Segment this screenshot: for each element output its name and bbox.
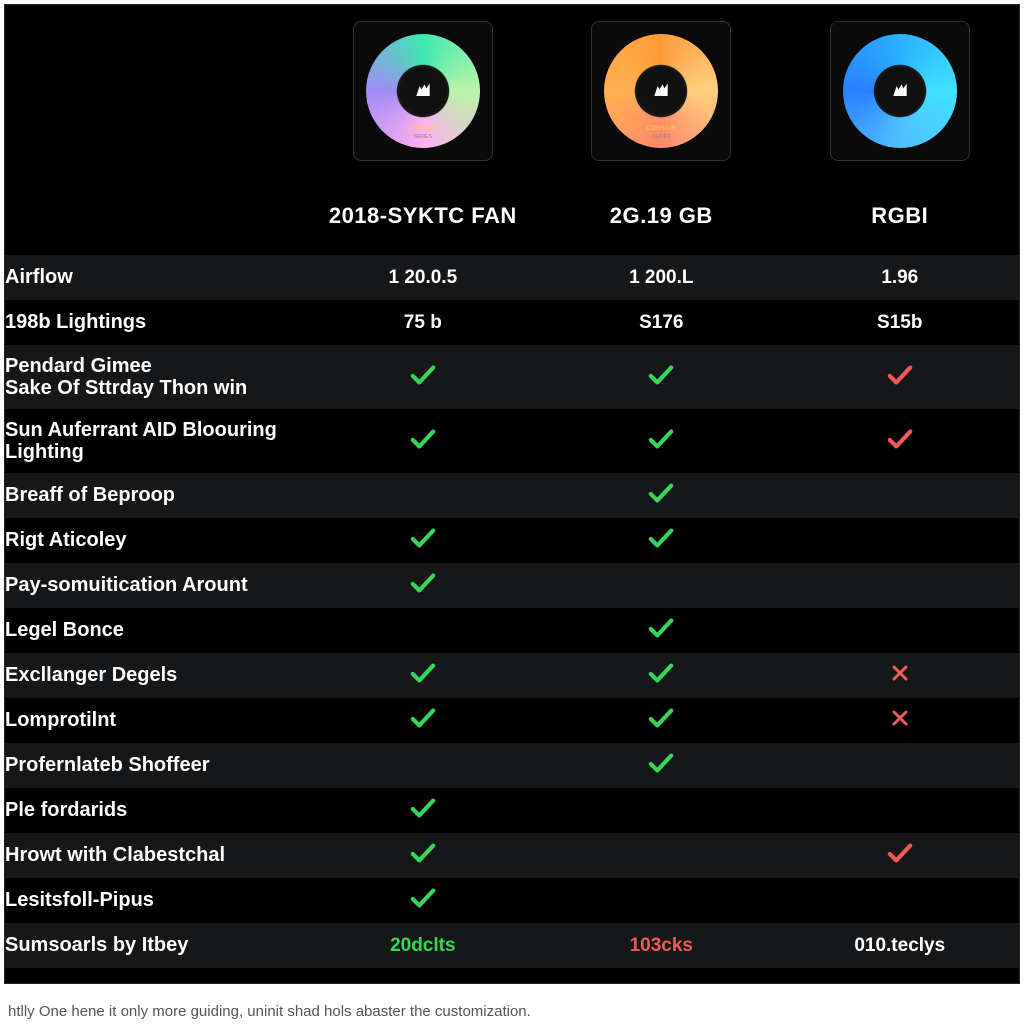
cell: [781, 788, 1019, 833]
row-label: Pay-somuitication Arount: [5, 563, 304, 608]
cell: [542, 563, 780, 608]
comparison-panel: CORSAIRSERIES CORSAIRSERIES 2018-SYKTC F…: [4, 4, 1020, 984]
cell: 1.96: [781, 255, 1019, 300]
table-row: Airflow1 20.0.51 200.L1.96: [5, 255, 1019, 300]
table-row: Lesitsfoll-Pipus: [5, 878, 1019, 923]
header-name-row: 2018-SYKTC FAN 2G.19 GB RGBI: [5, 177, 1019, 255]
cell: 010.teclys: [781, 923, 1019, 968]
row-label: Breaff of Beproop: [5, 473, 304, 518]
table-row: Excllanger Degels: [5, 653, 1019, 698]
cell: [542, 788, 780, 833]
product-1-image: CORSAIRSERIES: [304, 5, 542, 177]
cell: [542, 409, 780, 473]
product-3-name: RGBI: [781, 203, 1019, 229]
cell: S176: [542, 300, 780, 345]
cell: [781, 409, 1019, 473]
table-row: Hrowt with Clabestchal: [5, 833, 1019, 878]
cell: 20dclts: [304, 923, 542, 968]
cell: [781, 473, 1019, 518]
table-row: Ple fordarids: [5, 788, 1019, 833]
cell: [304, 608, 542, 653]
product-3-image: [781, 5, 1019, 177]
cell: [781, 878, 1019, 923]
cell: [781, 563, 1019, 608]
row-label: Lesitsfoll-Pipus: [5, 878, 304, 923]
table-row: Sun Auferrant AID BloouringLighting: [5, 409, 1019, 473]
cell: [781, 653, 1019, 698]
row-label: Airflow: [5, 255, 304, 300]
cell: [542, 473, 780, 518]
product-2-image: CORSAIRSERIES: [542, 5, 780, 177]
row-label: Excllanger Degels: [5, 653, 304, 698]
row-label: Ple fordarids: [5, 788, 304, 833]
footer-caption: htlly One hene it only more guiding, uni…: [8, 1003, 531, 1020]
cell: [542, 833, 780, 878]
header-image-row: CORSAIRSERIES CORSAIRSERIES: [5, 5, 1019, 177]
row-label: Hrowt with Clabestchal: [5, 833, 304, 878]
cell: [304, 518, 542, 563]
cell: [781, 518, 1019, 563]
cell: [304, 653, 542, 698]
table-row: Profernlateb Shoffeer: [5, 743, 1019, 788]
table-row: Pendard GimeeSake Of Sttrday Thon win: [5, 345, 1019, 409]
cell: [781, 743, 1019, 788]
cell: 1 20.0.5: [304, 255, 542, 300]
row-label: Profernlateb Shoffeer: [5, 743, 304, 788]
row-label: Sun Auferrant AID BloouringLighting: [5, 409, 304, 473]
table-row: Lomprotilnt: [5, 698, 1019, 743]
cell: [781, 345, 1019, 409]
table-row: Sumsoarls by Itbey20dclts103cks010.tecly…: [5, 923, 1019, 968]
table-row: Breaff of Beproop: [5, 473, 1019, 518]
row-label: Sumsoarls by Itbey: [5, 923, 304, 968]
cell: [304, 409, 542, 473]
row-label: Pendard GimeeSake Of Sttrday Thon win: [5, 345, 304, 409]
cell: [781, 833, 1019, 878]
cell: [781, 698, 1019, 743]
row-label: Legel Bonce: [5, 608, 304, 653]
cell: [542, 878, 780, 923]
cell: [542, 743, 780, 788]
product-2-name: 2G.19 GB: [542, 203, 780, 229]
cell: [304, 743, 542, 788]
row-label: Rigt Aticoley: [5, 518, 304, 563]
cell: [304, 698, 542, 743]
table-row: Legel Bonce: [5, 608, 1019, 653]
table-row: Pay-somuitication Arount: [5, 563, 1019, 608]
cell: [304, 563, 542, 608]
table-row: Rigt Aticoley: [5, 518, 1019, 563]
cell: [542, 518, 780, 563]
cell: [542, 698, 780, 743]
row-label: 198b Lightings: [5, 300, 304, 345]
cell: S15b: [781, 300, 1019, 345]
comparison-table: CORSAIRSERIES CORSAIRSERIES 2018-SYKTC F…: [5, 5, 1019, 968]
row-label: Lomprotilnt: [5, 698, 304, 743]
cell: [542, 653, 780, 698]
cell: [542, 608, 780, 653]
cell: [304, 473, 542, 518]
cell: [304, 345, 542, 409]
table-row: 198b Lightings75 bS176S15b: [5, 300, 1019, 345]
cell: [304, 788, 542, 833]
cell: [542, 345, 780, 409]
cell: 75 b: [304, 300, 542, 345]
cell: 103cks: [542, 923, 780, 968]
cell: [304, 878, 542, 923]
cell: [304, 833, 542, 878]
product-1-name: 2018-SYKTC FAN: [304, 203, 542, 229]
cell: [781, 608, 1019, 653]
cell: 1 200.L: [542, 255, 780, 300]
